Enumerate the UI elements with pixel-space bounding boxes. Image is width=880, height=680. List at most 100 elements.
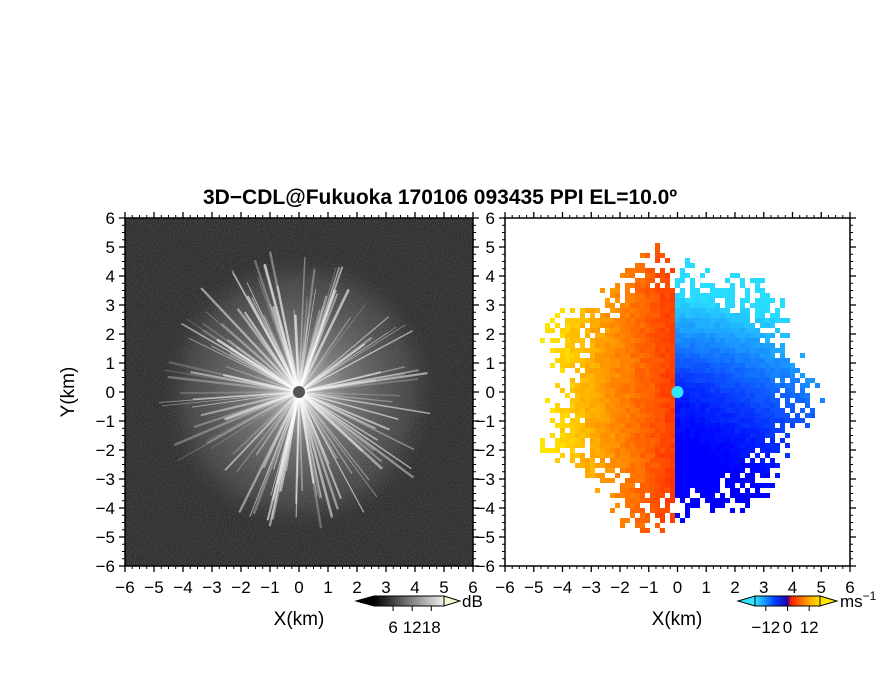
velocity-cell [710,328,715,333]
velocity-cell [760,298,765,303]
velocity-cell [665,388,670,393]
velocity-cell [660,343,665,348]
velocity-cell [550,408,555,413]
velocity-cell [790,393,795,398]
velocity-cell [700,303,705,308]
velocity-cell [625,433,630,438]
velocity-cell [630,463,635,468]
velocity-cell [690,373,695,378]
velocity-cell [680,468,685,473]
velocity-cell [590,323,595,328]
velocity-cell [745,433,750,438]
velocity-cell [765,368,770,373]
velocity-cell [690,333,695,338]
velocity-cell [735,408,740,413]
velocity-cell [750,478,755,483]
snr-echo-spoke [297,390,375,452]
velocity-cell [775,408,780,413]
velocity-cell [690,438,695,443]
velocity-cell [690,443,695,448]
velocity-cell [720,318,725,323]
velocity-cell [650,408,655,413]
velocity-cell [680,408,685,413]
velocity-cell [685,368,690,373]
velocity-cell [765,483,770,488]
velocity-cell [680,298,685,303]
velocity-cell [695,503,700,508]
velocity-cell [600,438,605,443]
velocity-cell [805,393,810,398]
velocity-cell [675,318,680,323]
snr-echo-spoke [249,391,300,517]
velocity-cell [670,288,675,293]
velocity-cell [710,388,715,393]
velocity-cell [780,408,785,413]
velocity-cell [635,448,640,453]
velocity-cell [710,423,715,428]
velocity-cell [665,468,670,473]
velocity-cell [675,408,680,413]
velocity-cell [625,518,630,523]
velocity-cell [685,323,690,328]
velocity-cell [700,473,705,478]
velocity-cell [695,368,700,373]
velocity-cell [690,398,695,403]
snr-echo-spoke [298,317,351,393]
velocity-cell [765,353,770,358]
velocity-cell [580,458,585,463]
velocity-cell [710,448,715,453]
velocity-cell [705,283,710,288]
velocity-cell [605,318,610,323]
snr-echo-spoke [297,390,334,518]
velocity-y-tick-label: 0 [486,383,495,402]
velocity-cell [620,428,625,433]
velocity-cell [610,418,615,423]
snr-echo-spoke [253,259,301,394]
velocity-cell [765,448,770,453]
velocity-cell [565,323,570,328]
velocity-x-tick-label: 3 [759,578,768,597]
velocity-cell [675,313,680,318]
velocity-cell [680,453,685,458]
velocity-cell [750,458,755,463]
velocity-cell [645,378,650,383]
velocity-cell [560,348,565,353]
velocity-cell [730,343,735,348]
velocity-cell [625,453,630,458]
velocity-cell [740,448,745,453]
velocity-cell [605,393,610,398]
velocity-cell [730,483,735,488]
velocity-cell [690,368,695,373]
velocity-cell [610,348,615,353]
velocity-cell [660,458,665,463]
velocity-cell [565,438,570,443]
velocity-cell [655,338,660,343]
velocity-cell [725,463,730,468]
velocity-cell [690,413,695,418]
snr-echo-spoke [298,371,382,393]
velocity-cell [625,288,630,293]
snr-x-tick-label: 2 [352,578,361,597]
velocity-cell [655,498,660,503]
velocity-cell [740,343,745,348]
velocity-cell [730,403,735,408]
velocity-cell [665,358,670,363]
velocity-cell [810,408,815,413]
velocity-cell [775,368,780,373]
velocity-cell [750,383,755,388]
velocity-cell [565,443,570,448]
velocity-cell [760,493,765,498]
velocity-cell [735,328,740,333]
velocity-cell [675,368,680,373]
velocity-cell [640,528,645,533]
velocity-cell [770,333,775,338]
snr-echo-spoke [298,391,378,498]
velocity-cell [680,308,685,313]
snr-echo-spoke [192,391,300,408]
velocity-y-tick-label: −5 [476,528,495,547]
velocity-cell [650,358,655,363]
velocity-cell [650,473,655,478]
velocity-cell [695,358,700,363]
velocity-cell [680,278,685,283]
velocity-cell [745,413,750,418]
